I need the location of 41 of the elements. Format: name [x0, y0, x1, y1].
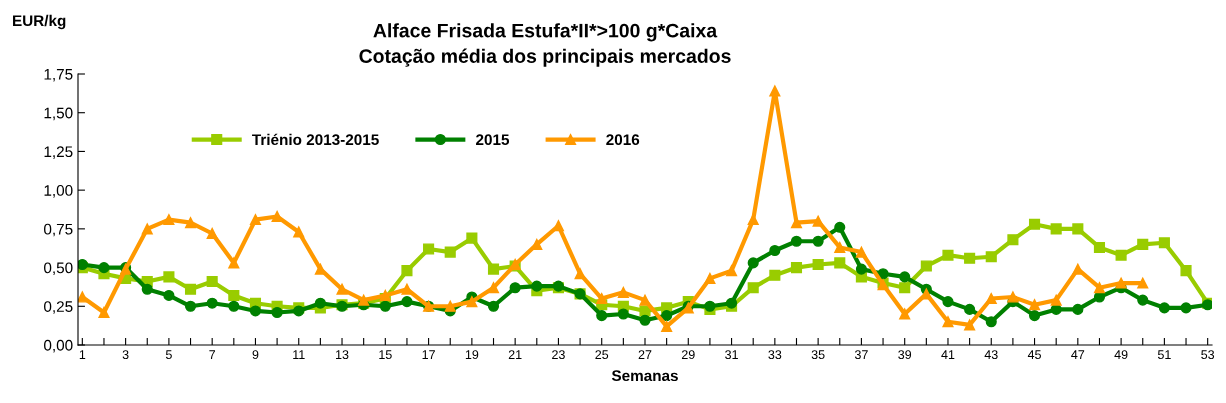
x-tick-label: 13	[336, 350, 349, 360]
x-tick-label: 7	[209, 350, 216, 359]
x-tick-label: 9	[252, 350, 259, 360]
y-tick-label: 0,75	[44, 223, 73, 237]
x-tick-label: 53	[1201, 350, 1215, 360]
x-tick-label: 43	[984, 350, 998, 360]
legend-label: 2015	[476, 134, 510, 146]
chart-title: Alface Frisada Estufa*II*>100 g*Caixa Cotação média dos principais mercados	[359, 23, 731, 67]
y-tick-label: 0,00	[44, 339, 73, 353]
y-axis-title: EUR/kg	[13, 14, 66, 30]
y-tick-label: 1,25	[44, 146, 73, 159]
x-tick-label: 21	[508, 350, 522, 359]
y-tick-label: 0,25	[44, 301, 73, 314]
x-tick-label: 3	[122, 350, 129, 360]
x-tick-label: 25	[595, 350, 609, 360]
x-tick-label: 37	[854, 350, 868, 360]
x-tick-label: 15	[379, 350, 392, 360]
x-tick-label: 11	[293, 350, 305, 359]
x-tick-label: 35	[811, 350, 825, 360]
x-tick-label: 51	[1157, 350, 1171, 360]
y-tick-label: 1,00	[44, 185, 73, 198]
x-tick-label: 1	[79, 350, 86, 359]
x-tick-label: 33	[768, 350, 782, 360]
x-axis-title: Semanas	[611, 370, 678, 382]
x-tick-label: 29	[681, 350, 695, 360]
x-tick-label: 19	[465, 350, 479, 360]
legend-label: 2016	[606, 134, 640, 146]
x-tick-label: 5	[165, 350, 172, 360]
x-tick-label: 39	[898, 350, 912, 360]
x-tick-label: 47	[1071, 350, 1085, 359]
x-tick-label: 27	[638, 350, 652, 359]
x-tick-label: 31	[725, 350, 738, 360]
x-tick-label: 17	[422, 350, 435, 359]
legend-label: Triénio 2013-2015	[252, 133, 379, 146]
x-tick-label: 23	[552, 350, 565, 360]
x-tick-label: 49	[1114, 350, 1128, 360]
y-tick-label: 0,50	[44, 262, 73, 276]
y-tick-label: 1,75	[44, 69, 73, 82]
x-tick-label: 45	[1027, 350, 1041, 360]
y-tick-label: 1,50	[44, 107, 73, 121]
x-tick-label: 41	[941, 350, 955, 359]
